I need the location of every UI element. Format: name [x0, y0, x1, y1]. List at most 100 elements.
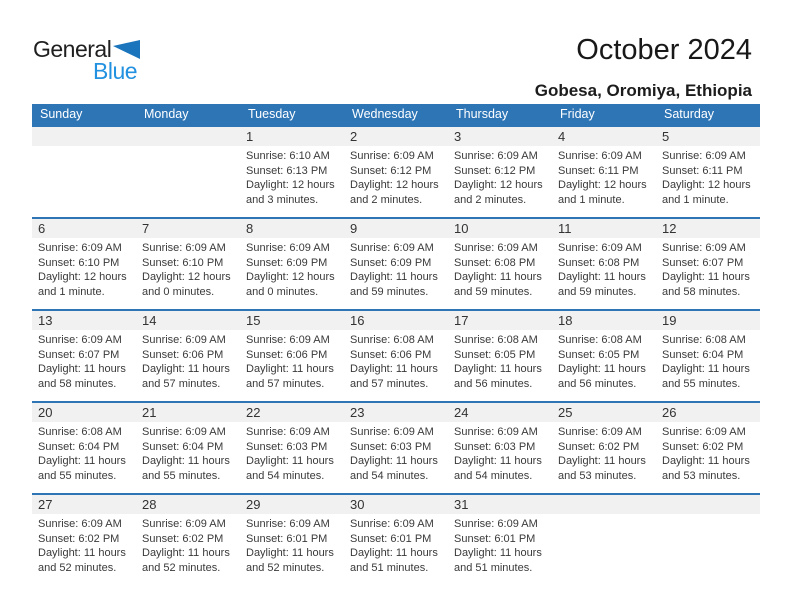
- day-detail-line: and 55 minutes.: [662, 377, 741, 390]
- day-details: [32, 146, 136, 149]
- day-detail-line: Sunset: 6:09 PM: [246, 256, 328, 269]
- day-number: 28: [136, 495, 240, 514]
- day-detail-line: Sunset: 6:12 PM: [350, 164, 432, 177]
- day-detail-line: Sunset: 6:06 PM: [350, 348, 432, 361]
- day-detail-line: Sunrise: 6:09 AM: [350, 150, 434, 162]
- day-detail-line: Daylight: 12 hours: [454, 179, 543, 191]
- day-cell-2: 2 Sunrise: 6:09 AM Sunset: 6:12 PM Daylight…: [344, 127, 448, 217]
- day-details: Sunrise: 6:09 AM Sunset: 6:11 PM Daylight:…: [656, 146, 760, 207]
- day-detail-line: Sunrise: 6:08 AM: [558, 334, 642, 346]
- day-detail-line: Sunset: 6:01 PM: [246, 532, 328, 545]
- day-number: 26: [656, 403, 760, 422]
- day-detail-line: Sunset: 6:06 PM: [142, 348, 224, 361]
- day-detail-line: and 0 minutes.: [142, 285, 215, 298]
- day-details: Sunrise: 6:09 AM Sunset: 6:08 PM Daylight:…: [448, 238, 552, 299]
- day-detail-line: Sunset: 6:10 PM: [38, 256, 120, 269]
- day-detail-line: and 57 minutes.: [142, 377, 221, 390]
- day-details: Sunrise: 6:09 AM Sunset: 6:09 PM Daylight:…: [344, 238, 448, 299]
- week-row-4: 20 Sunrise: 6:08 AM Sunset: 6:04 PM Dayligh…: [32, 401, 760, 493]
- day-detail-line: Sunset: 6:09 PM: [350, 256, 432, 269]
- day-detail-line: Daylight: 11 hours: [142, 547, 230, 559]
- day-detail-line: Sunset: 6:05 PM: [454, 348, 536, 361]
- day-detail-line: Daylight: 11 hours: [142, 455, 230, 467]
- weekday-thursday: Thursday: [456, 107, 509, 121]
- day-cell-20: 20 Sunrise: 6:08 AM Sunset: 6:04 PM Dayligh…: [32, 403, 136, 493]
- day-detail-line: and 52 minutes.: [246, 561, 325, 574]
- day-details: Sunrise: 6:08 AM Sunset: 6:04 PM Daylight:…: [32, 422, 136, 483]
- day-number: 19: [656, 311, 760, 330]
- day-detail-line: Sunset: 6:12 PM: [454, 164, 536, 177]
- day-detail-line: Sunrise: 6:09 AM: [662, 242, 746, 254]
- day-detail-line: Daylight: 11 hours: [558, 271, 646, 283]
- day-detail-line: Sunrise: 6:09 AM: [142, 242, 226, 254]
- day-detail-line: Sunrise: 6:09 AM: [454, 150, 538, 162]
- day-cell-19: 19 Sunrise: 6:08 AM Sunset: 6:04 PM Dayligh…: [656, 311, 760, 401]
- day-details: [656, 514, 760, 517]
- day-detail-line: Daylight: 11 hours: [454, 547, 542, 559]
- day-detail-line: Sunset: 6:02 PM: [558, 440, 640, 453]
- calendar-grid: Sunday Monday Tuesday Wednesday Thursday Frid…: [32, 104, 760, 585]
- day-cell-31: 31 Sunrise: 6:09 AM Sunset: 6:01 PM Dayligh…: [448, 495, 552, 585]
- day-number: [136, 127, 240, 146]
- day-cell-4: 4 Sunrise: 6:09 AM Sunset: 6:11 PM Daylight…: [552, 127, 656, 217]
- week-row-2: 6 Sunrise: 6:09 AM Sunset: 6:10 PM Daylight…: [32, 217, 760, 309]
- day-detail-line: Daylight: 11 hours: [246, 547, 334, 559]
- page-location: Gobesa, Oromiya, Ethiopia: [534, 81, 752, 100]
- day-detail-line: Sunset: 6:08 PM: [454, 256, 536, 269]
- day-cell-29: 29 Sunrise: 6:09 AM Sunset: 6:01 PM Dayligh…: [240, 495, 344, 585]
- day-cell-3: 3 Sunrise: 6:09 AM Sunset: 6:12 PM Daylight…: [448, 127, 552, 217]
- day-detail-line: Sunset: 6:02 PM: [38, 532, 120, 545]
- day-details: Sunrise: 6:09 AM Sunset: 6:02 PM Daylight:…: [552, 422, 656, 483]
- day-cell-1: 1 Sunrise: 6:10 AM Sunset: 6:13 PM Daylight…: [240, 127, 344, 217]
- day-number: 30: [344, 495, 448, 514]
- day-cell-10: 10 Sunrise: 6:09 AM Sunset: 6:08 PM Dayligh…: [448, 219, 552, 309]
- logo-word-general-row: General: [33, 38, 141, 64]
- day-number: 24: [448, 403, 552, 422]
- day-cell-6: 6 Sunrise: 6:09 AM Sunset: 6:10 PM Daylight…: [32, 219, 136, 309]
- day-detail-line: and 3 minutes.: [246, 193, 319, 206]
- day-number: 13: [32, 311, 136, 330]
- day-detail-line: Daylight: 11 hours: [142, 363, 230, 375]
- day-cell-9: 9 Sunrise: 6:09 AM Sunset: 6:09 PM Daylight…: [344, 219, 448, 309]
- weekday-header-row: Sunday Monday Tuesday Wednesday Thursday Frid…: [32, 104, 760, 125]
- day-detail-line: Sunrise: 6:08 AM: [454, 334, 538, 346]
- week-row-3: 13 Sunrise: 6:09 AM Sunset: 6:07 PM Dayligh…: [32, 309, 760, 401]
- day-detail-line: Sunrise: 6:09 AM: [350, 426, 434, 438]
- day-detail-line: and 1 minute.: [558, 193, 625, 206]
- day-detail-line: Daylight: 11 hours: [350, 547, 438, 559]
- day-number: [32, 127, 136, 146]
- day-detail-line: Daylight: 11 hours: [350, 271, 438, 283]
- day-detail-line: Sunset: 6:01 PM: [350, 532, 432, 545]
- day-detail-line: Daylight: 11 hours: [350, 363, 438, 375]
- logo-triangle-icon: [113, 40, 141, 64]
- day-details: Sunrise: 6:09 AM Sunset: 6:12 PM Daylight:…: [448, 146, 552, 207]
- day-detail-line: and 59 minutes.: [454, 285, 533, 298]
- day-detail-line: and 52 minutes.: [142, 561, 221, 574]
- day-detail-line: Sunset: 6:11 PM: [662, 164, 743, 177]
- day-detail-line: and 59 minutes.: [558, 285, 637, 298]
- day-detail-line: Sunrise: 6:09 AM: [38, 334, 122, 346]
- logo-word-blue: Blue: [93, 58, 138, 84]
- day-detail-line: Sunset: 6:07 PM: [38, 348, 120, 361]
- day-cell-8: 8 Sunrise: 6:09 AM Sunset: 6:09 PM Daylight…: [240, 219, 344, 309]
- day-detail-line: Daylight: 11 hours: [454, 271, 542, 283]
- day-detail-line: Daylight: 12 hours: [38, 271, 127, 283]
- day-number: 7: [136, 219, 240, 238]
- general-blue-logo: General Blue: [33, 38, 141, 84]
- day-cell-empty: [136, 127, 240, 217]
- day-cell-23: 23 Sunrise: 6:09 AM Sunset: 6:03 PM Dayligh…: [344, 403, 448, 493]
- day-detail-line: Sunset: 6:05 PM: [558, 348, 640, 361]
- day-detail-line: Sunrise: 6:09 AM: [454, 426, 538, 438]
- day-number: 21: [136, 403, 240, 422]
- day-detail-line: Daylight: 11 hours: [38, 363, 126, 375]
- day-detail-line: and 1 minute.: [38, 285, 105, 298]
- day-detail-line: Daylight: 11 hours: [350, 455, 438, 467]
- weekday-friday: Friday: [560, 107, 595, 121]
- day-detail-line: Sunrise: 6:08 AM: [38, 426, 122, 438]
- day-detail-line: Sunset: 6:03 PM: [246, 440, 328, 453]
- day-detail-line: Sunrise: 6:09 AM: [454, 242, 538, 254]
- day-number: 22: [240, 403, 344, 422]
- day-details: [136, 146, 240, 149]
- day-number: 10: [448, 219, 552, 238]
